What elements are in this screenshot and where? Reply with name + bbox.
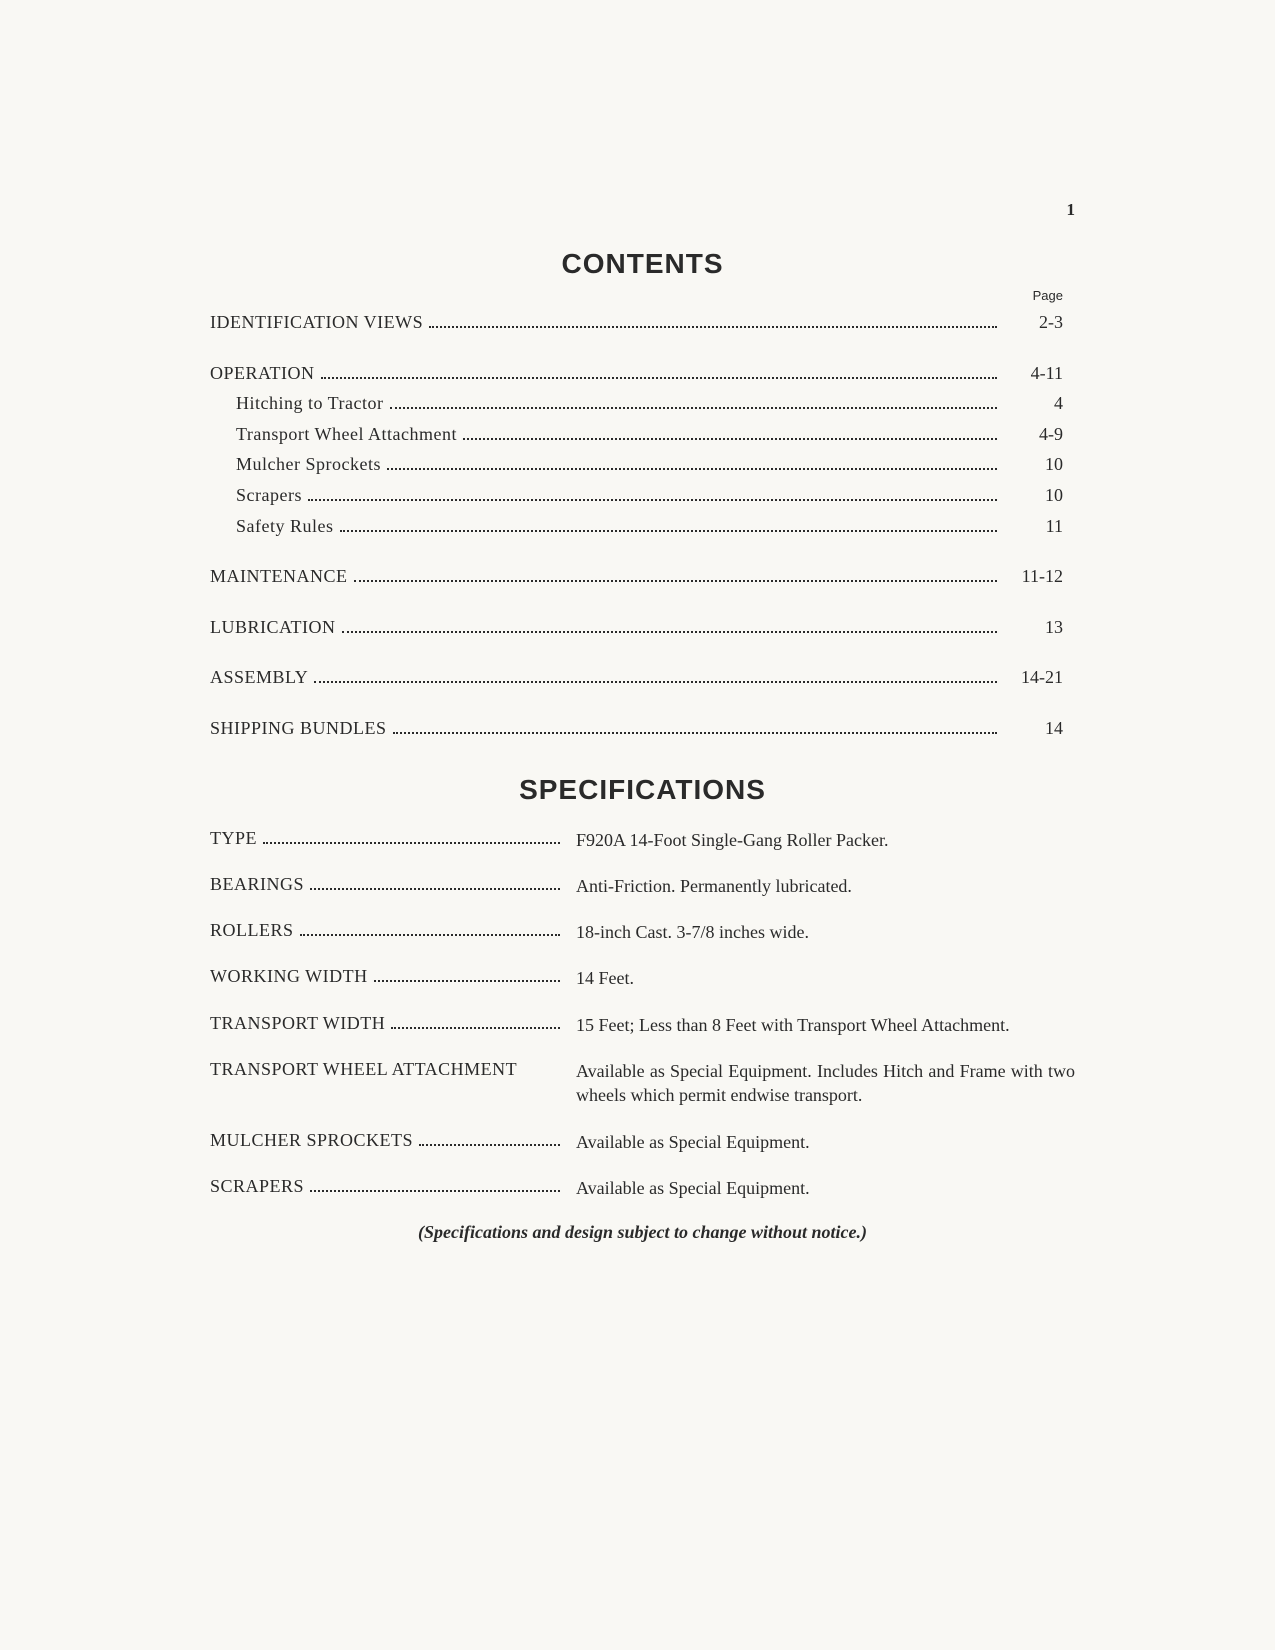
toc-entry-page: 2-3 <box>1003 307 1075 338</box>
spec-dots <box>310 888 560 890</box>
toc-dots <box>321 377 997 379</box>
page-column-label: Page <box>210 288 1075 303</box>
toc-entry-title: SHIPPING BUNDLES <box>210 713 387 744</box>
spec-row: TRANSPORT WHEEL ATTACHMENT Available as S… <box>210 1059 1075 1108</box>
spec-label: MULCHER SPROCKETS <box>210 1130 413 1151</box>
spec-value: F920A 14-Foot Single-Gang Roller Packer. <box>560 828 1075 852</box>
spec-value: Available as Special Equipment. <box>560 1130 1075 1154</box>
toc-entry: ASSEMBLY 14-21 <box>210 662 1075 693</box>
toc-subentry: Hitching to Tractor 4 <box>210 388 1075 419</box>
spec-label: SCRAPERS <box>210 1176 304 1197</box>
toc-subentry-page: 10 <box>1003 480 1075 511</box>
spec-value: 14 Feet. <box>560 966 1075 990</box>
spec-label: WORKING WIDTH <box>210 966 368 987</box>
toc-dots <box>390 407 998 409</box>
toc-subentry-page: 4-9 <box>1003 419 1075 450</box>
toc-entry: LUBRICATION 13 <box>210 612 1075 643</box>
toc-entry-title: IDENTIFICATION VIEWS <box>210 307 423 338</box>
spec-row: ROLLERS 18-inch Cast. 3-7/8 inches wide. <box>210 920 1075 944</box>
spec-dots <box>391 1027 560 1029</box>
specifications-heading: SPECIFICATIONS <box>210 774 1075 806</box>
spec-value: 15 Feet; Less than 8 Feet with Transport… <box>560 1013 1075 1037</box>
spec-label: TYPE <box>210 828 257 849</box>
toc-entry-title: LUBRICATION <box>210 612 336 643</box>
specifications-footnote: (Specifications and design subject to ch… <box>210 1222 1075 1243</box>
spec-dots <box>300 934 560 936</box>
toc-entry-title: OPERATION <box>210 358 315 389</box>
toc-subentry-title: Hitching to Tractor <box>236 388 384 419</box>
spec-row: WORKING WIDTH 14 Feet. <box>210 966 1075 990</box>
spec-row: BEARINGS Anti-Friction. Permanently lubri… <box>210 874 1075 898</box>
toc-entry: IDENTIFICATION VIEWS 2-3 <box>210 307 1075 338</box>
toc-subentry: Scrapers 10 <box>210 480 1075 511</box>
spec-dots <box>419 1144 560 1146</box>
toc-dots <box>342 631 998 633</box>
toc-subentry: Transport Wheel Attachment 4-9 <box>210 419 1075 450</box>
toc-subentry-page: 11 <box>1003 511 1075 542</box>
spec-label: TRANSPORT WHEEL ATTACHMENT <box>210 1059 517 1080</box>
toc-dots <box>393 732 997 734</box>
toc-dots <box>340 530 998 532</box>
toc-dots <box>308 499 997 501</box>
toc-entry: MAINTENANCE 11-12 <box>210 561 1075 592</box>
spec-row: TYPE F920A 14-Foot Single-Gang Roller Pac… <box>210 828 1075 852</box>
spec-dots <box>310 1190 560 1192</box>
toc-subentry-title: Mulcher Sprockets <box>236 449 381 480</box>
toc-subentry-page: 4 <box>1003 388 1075 419</box>
toc-entry: SHIPPING BUNDLES 14 <box>210 713 1075 744</box>
spec-row: TRANSPORT WIDTH 15 Feet; Less than 8 Feet… <box>210 1013 1075 1037</box>
spec-value: 18-inch Cast. 3-7/8 inches wide. <box>560 920 1075 944</box>
spec-value: Available as Special Equipment. <box>560 1176 1075 1200</box>
toc-dots <box>429 326 997 328</box>
toc-entry: OPERATION 4-11 <box>210 358 1075 389</box>
toc-subentry: Mulcher Sprockets 10 <box>210 449 1075 480</box>
page-number: 1 <box>210 200 1075 220</box>
spec-label: ROLLERS <box>210 920 294 941</box>
toc-subentry-title: Transport Wheel Attachment <box>236 419 457 450</box>
spec-label: BEARINGS <box>210 874 304 895</box>
toc-subentry: Safety Rules 11 <box>210 511 1075 542</box>
spec-dots <box>263 842 560 844</box>
toc-entry-title: ASSEMBLY <box>210 662 308 693</box>
toc-entry-page: 11-12 <box>1003 561 1075 592</box>
toc-subentry-title: Safety Rules <box>236 511 334 542</box>
toc-dots <box>463 438 997 440</box>
toc-dots <box>387 468 997 470</box>
table-of-contents: IDENTIFICATION VIEWS2-3OPERATION4-11Hitc… <box>210 307 1075 744</box>
spec-dots <box>374 980 560 982</box>
toc-entry-page: 13 <box>1003 612 1075 643</box>
toc-dots <box>354 580 998 582</box>
spec-value: Anti-Friction. Permanently lubricated. <box>560 874 1075 898</box>
specifications-table: TYPE F920A 14-Foot Single-Gang Roller Pac… <box>210 828 1075 1201</box>
toc-dots <box>314 681 997 683</box>
toc-subentry-page: 10 <box>1003 449 1075 480</box>
toc-entry-page: 14-21 <box>1003 662 1075 693</box>
spec-label: TRANSPORT WIDTH <box>210 1013 385 1034</box>
document-page: 1 CONTENTS Page IDENTIFICATION VIEWS 2-3 O… <box>0 0 1275 1650</box>
toc-subentry-title: Scrapers <box>236 480 302 511</box>
toc-entry-page: 14 <box>1003 713 1075 744</box>
toc-entry-page: 4-11 <box>1003 358 1075 389</box>
spec-row: MULCHER SPROCKETS Available as Special Eq… <box>210 1130 1075 1154</box>
spec-row: SCRAPERS Available as Special Equipment. <box>210 1176 1075 1200</box>
toc-entry-title: MAINTENANCE <box>210 561 348 592</box>
contents-heading: CONTENTS <box>210 248 1075 280</box>
spec-value: Available as Special Equipment. Includes… <box>560 1059 1075 1108</box>
